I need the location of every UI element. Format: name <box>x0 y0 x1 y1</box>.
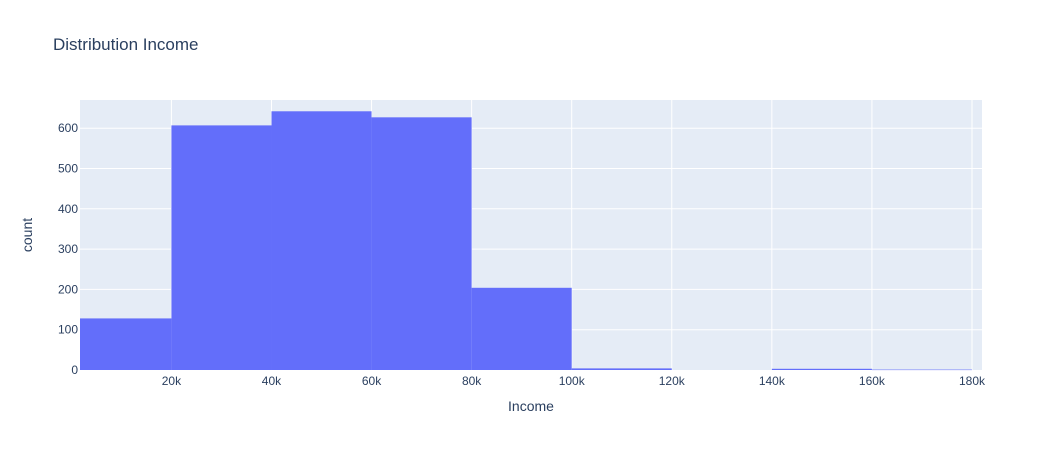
x-tick-label: 80k <box>462 374 482 388</box>
histogram-bar[interactable] <box>171 125 272 370</box>
x-tick-label: 40k <box>262 374 282 388</box>
histogram-bar[interactable] <box>371 117 472 370</box>
y-tick-label: 0 <box>71 363 78 377</box>
bars <box>80 111 972 371</box>
y-tick-label: 100 <box>58 323 78 337</box>
chart-title: Distribution Income <box>53 35 199 54</box>
histogram-bar[interactable] <box>271 111 372 371</box>
histogram-bar[interactable] <box>771 368 872 370</box>
y-tick-label: 200 <box>58 282 78 296</box>
y-tick-label: 300 <box>58 242 78 256</box>
y-axis-ticks: 0 100 200 300 400 500 600 <box>58 121 78 377</box>
histogram-bar[interactable] <box>871 369 972 371</box>
x-tick-label: 140k <box>759 374 786 388</box>
y-tick-label: 500 <box>58 162 78 176</box>
y-tick-label: 600 <box>58 121 78 135</box>
x-tick-label: 180k <box>959 374 986 388</box>
x-tick-label: 60k <box>362 374 382 388</box>
y-tick-label: 400 <box>58 202 78 216</box>
histogram-bar[interactable] <box>571 368 672 370</box>
x-tick-label: 160k <box>859 374 886 388</box>
x-tick-label: 120k <box>659 374 686 388</box>
x-tick-label: 20k <box>162 374 182 388</box>
y-axis-title: count <box>19 218 35 252</box>
x-tick-label: 100k <box>559 374 586 388</box>
x-axis-title: Income <box>508 398 554 414</box>
histogram-bar[interactable] <box>471 287 572 370</box>
histogram-bar[interactable] <box>80 318 172 370</box>
x-axis-ticks: 20k 40k 60k 80k 100k 120k 140k 160k 180k <box>162 374 986 388</box>
